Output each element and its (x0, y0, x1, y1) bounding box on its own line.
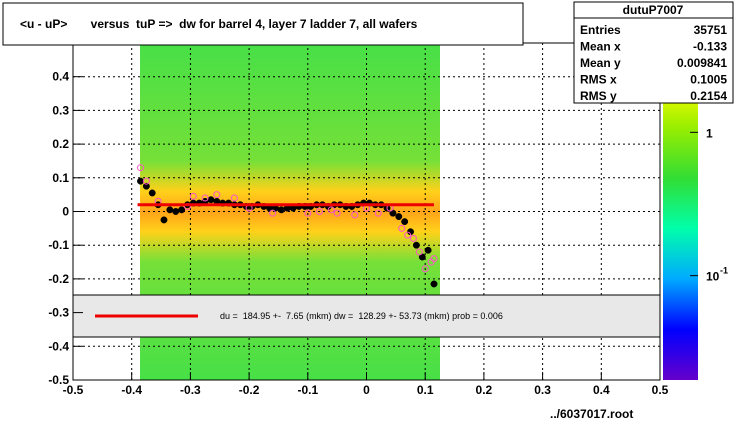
stats-value: 0.1005 (690, 73, 727, 87)
palette-tick-exponent: -1 (720, 266, 728, 276)
data-point (398, 224, 406, 232)
data-point (409, 234, 417, 242)
x-tick-label: -0.4 (121, 383, 142, 397)
data-point (424, 246, 432, 254)
data-point (430, 280, 438, 288)
stats-box (573, 1, 734, 104)
data-point (172, 208, 180, 215)
data-point (201, 194, 209, 202)
data-point (374, 209, 382, 217)
x-tick-label: 0.3 (534, 383, 551, 397)
data-point (316, 208, 324, 215)
data-point (412, 241, 420, 249)
data-point (269, 209, 277, 217)
data-point (137, 177, 144, 185)
x-tick-label: 0.4 (593, 383, 610, 397)
footer: ../6037017.root (550, 407, 633, 421)
x-tick-label: 0.5 (652, 383, 669, 397)
data-point (327, 206, 335, 214)
data-point (415, 248, 423, 256)
data-point (395, 213, 403, 221)
data-point (148, 189, 156, 197)
y-tick-label: 0.3 (52, 103, 69, 117)
data-point (430, 255, 438, 263)
fit-text: du = 184.95 +- 7.65 (mkm) dw = 128.29 +-… (220, 311, 503, 321)
data-point (142, 182, 150, 190)
x-tick-label: -0.2 (239, 383, 260, 397)
x-tick-label: 0.2 (476, 383, 493, 397)
y-tick-label: -0.5 (48, 373, 69, 387)
data-point (178, 206, 186, 214)
y-tick-label: -0.3 (48, 306, 69, 320)
palette-tick-label: 1 (706, 126, 713, 140)
stats-label: Mean x (580, 40, 621, 54)
y-tick-label: 0 (62, 205, 69, 219)
stats-label: RMS x (580, 73, 617, 87)
x-tick-label: 0.1 (417, 383, 434, 397)
data-point (142, 177, 150, 185)
data-point (404, 231, 412, 239)
stats-label: Entries (580, 23, 621, 37)
y-tick-label: 0.4 (52, 70, 69, 84)
data-point (160, 216, 168, 224)
stats-value: -0.133 (693, 40, 727, 54)
data-point (333, 209, 341, 217)
stats-value: 0.009841 (677, 56, 727, 70)
stats-title: dutuP7007 (623, 3, 684, 17)
title-box (2, 2, 524, 46)
x-tick-label: -0.5 (63, 383, 84, 397)
data-point (230, 194, 238, 202)
palette-tick-label: 10 (706, 270, 720, 284)
y-tick-label: 0.1 (52, 171, 69, 185)
x-tick-label: -0.1 (297, 383, 318, 397)
data-point (189, 192, 197, 200)
stats-label: Mean y (580, 56, 621, 70)
data-point (351, 211, 359, 219)
data-point (166, 206, 174, 214)
x-tick-label: -0.3 (180, 383, 201, 397)
data-point (213, 191, 221, 199)
stats-value: 35751 (694, 23, 728, 37)
data-point (277, 206, 285, 214)
data-point (137, 164, 145, 172)
x-tick-label: 0 (363, 383, 370, 397)
y-tick-label: -0.2 (48, 272, 69, 286)
data-point (401, 218, 409, 226)
stats-value: 0.2154 (690, 89, 727, 103)
y-tick-label: -0.1 (48, 238, 69, 252)
title: <u - uP> versus tuP => dw for barrel 4, … (20, 17, 418, 31)
stats-label: RMS y (580, 89, 617, 103)
data-point (207, 196, 215, 204)
y-tick-label: 0.2 (52, 137, 69, 151)
fit-box (72, 294, 661, 338)
y-tick-label: -0.4 (48, 339, 69, 353)
data-point (304, 209, 312, 217)
data-point (421, 265, 429, 273)
